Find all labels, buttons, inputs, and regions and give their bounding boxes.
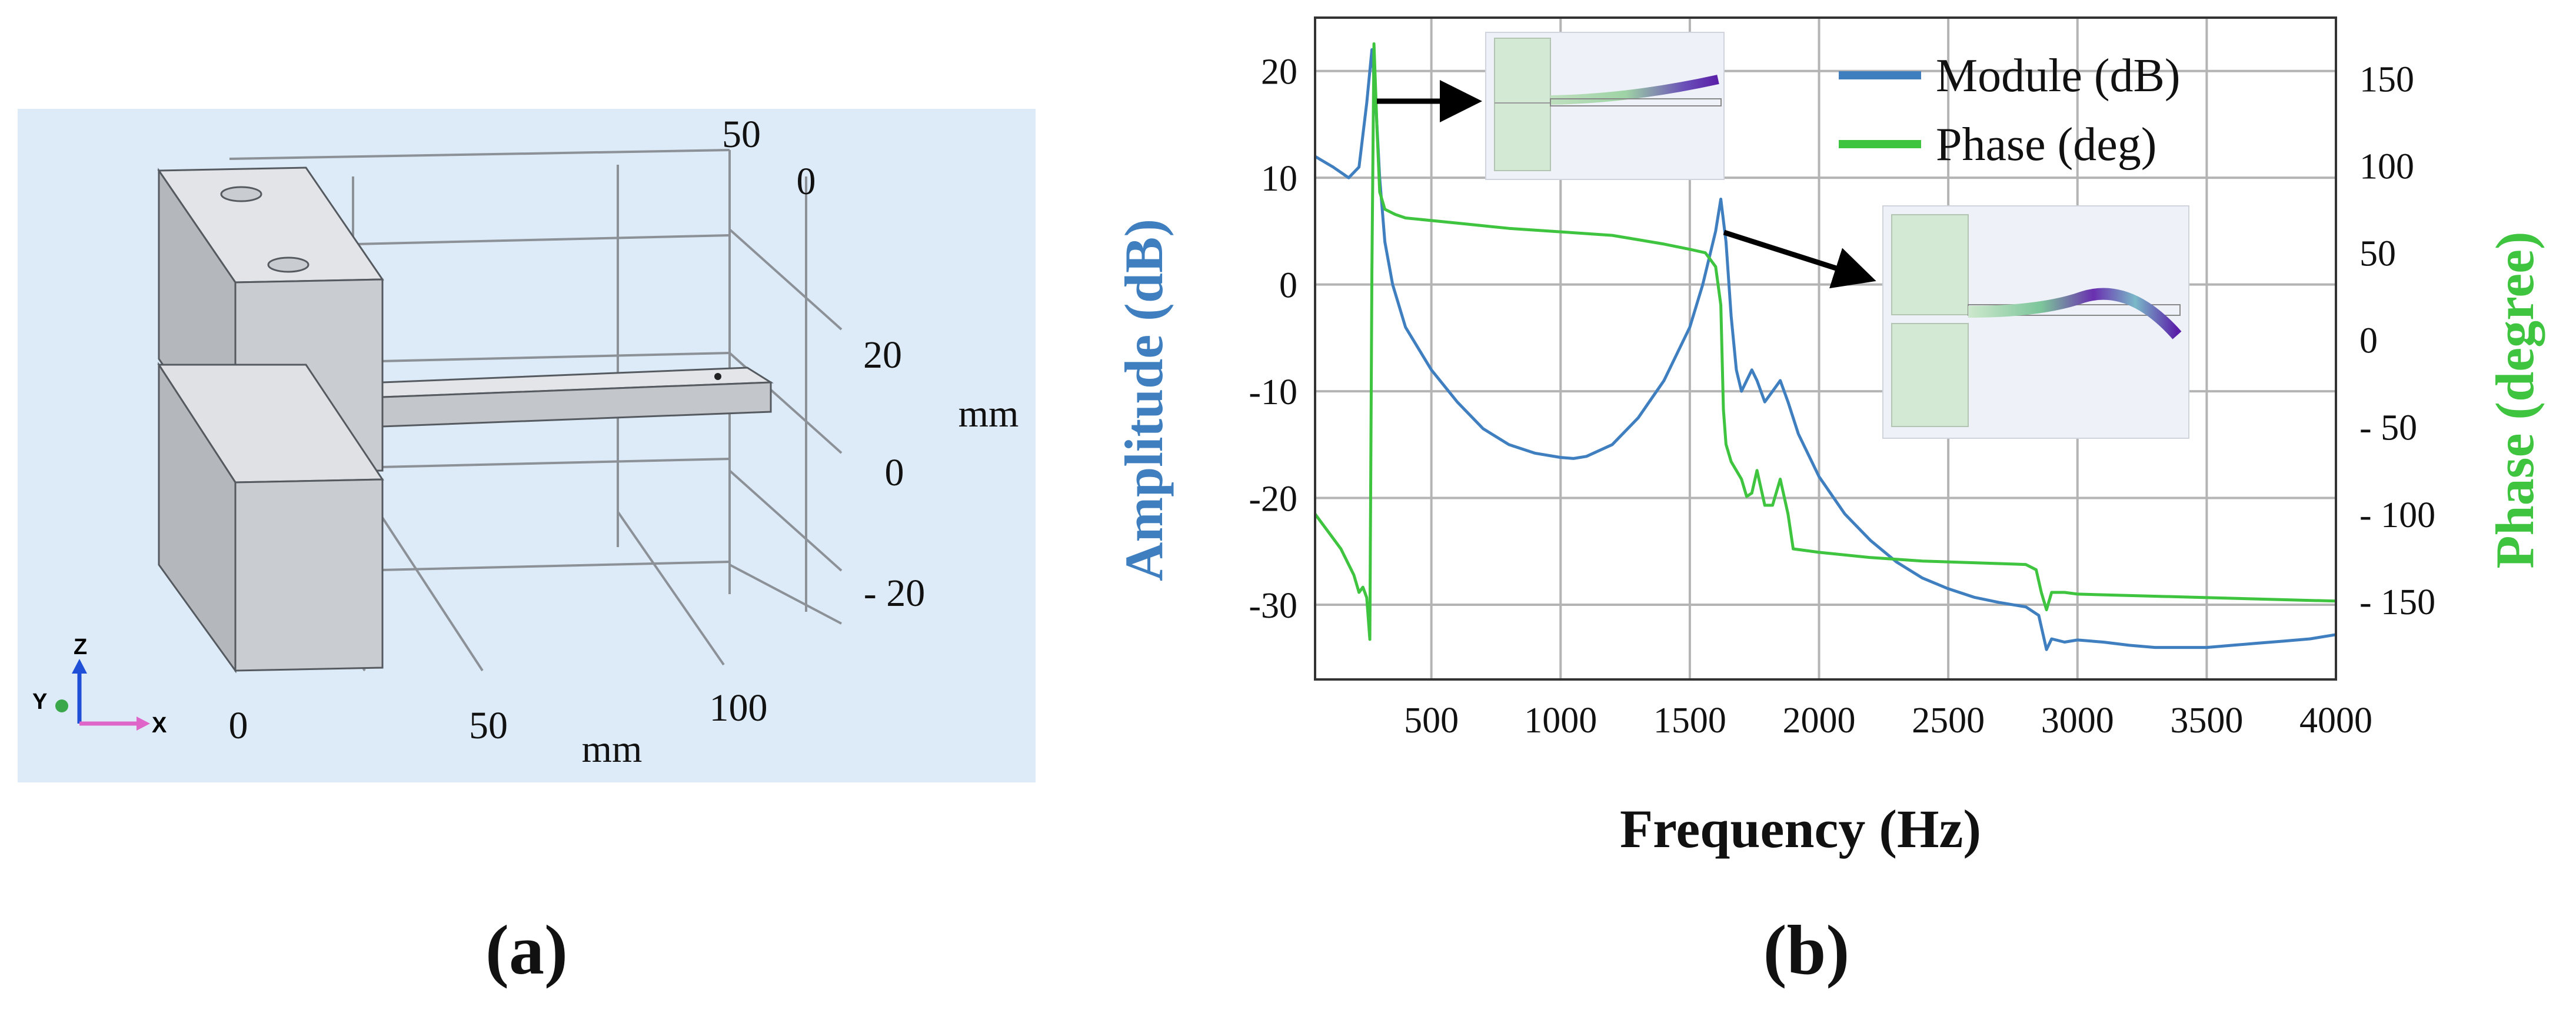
y2-tick-100: 100 [2359,147,2414,187]
x-tick-4000: 4000 [2299,701,2372,741]
legend: Module (dB) Phase (deg) [1839,50,2181,171]
z-unit: mm [958,392,1019,435]
triad-x-label: X [152,713,167,738]
lower-clamp-block [157,361,384,674]
panel-b-label: (b) [1763,911,1850,989]
x-tick-2500: 2500 [1912,701,1985,741]
x-tick-1000: 1000 [1524,701,1597,741]
inset-2-arrow [1723,229,1876,289]
x-tick-50: 50 [469,704,508,747]
z-tick-minus20: - 20 [864,572,925,615]
triad-z-label: Z [74,635,87,659]
series-module-line [1314,48,2337,651]
y-tick-0: 0 [797,160,816,203]
y2-tick-labels: 150 100 50 0 - 50 - 100 - 150 [2359,60,2435,622]
y2-tick--100: - 100 [2359,495,2435,535]
y2-tick--150: - 150 [2359,582,2435,622]
orientation-triad: Z Y X [32,635,167,738]
series-layer [1313,42,2337,651]
y-tick-labels: 20 10 0 -10 -20 -30 [1249,52,1297,626]
panel-a-label: (a) [485,911,568,989]
x-tick-3500: 3500 [2170,701,2243,741]
y-tick-0: 0 [1279,266,1297,306]
cantilever-beam [381,366,774,428]
y-tick--20: -20 [1249,479,1297,519]
legend-label-phase: Phase (deg) [1936,119,2156,171]
z-tick-20: 20 [863,334,902,376]
y2-tick--50: - 50 [2359,408,2417,448]
y-tick-10: 10 [1261,159,1297,199]
x-tick-0: 0 [229,704,248,747]
legend-label-module: Module (dB) [1936,50,2181,102]
x-unit: mm [582,728,643,771]
triad-y-label: Y [32,689,47,714]
x-tick-3000: 3000 [2041,701,2114,741]
panel-a-x-ticks: 0 50 100 mm [229,687,768,771]
y2-tick-50: 50 [2359,234,2396,274]
y-tick--30: -30 [1249,586,1297,626]
z-tick-0: 0 [885,451,904,494]
panel-a-y-ticks: 50 0 [722,113,816,203]
y-axis-label: Amplitude (dB) [1114,219,1174,581]
y2-axis-label: Phase (degree) [2485,231,2545,568]
bolt-hole-2 [267,256,309,273]
panel-a: 0 50 100 mm 50 0 20 0 - 20 mm Z Y X (a) [18,109,1036,989]
inset-mode-2 [1723,205,2189,439]
x-axis-label: Frequency (Hz) [1620,799,1981,859]
panel-b: 500 1000 1500 2000 2500 3000 3500 4000 20100-10… [1114,16,2545,989]
x-tick-500: 500 [1404,701,1459,741]
bolt-hole-1 [220,186,262,202]
y2-tick-150: 150 [2359,60,2414,100]
x-tick-2000: 2000 [1783,701,1856,741]
y-tick-50: 50 [722,113,761,156]
x-tick-100: 100 [710,687,768,729]
x-tick-labels: 500 1000 1500 2000 2500 3000 3500 4000 [1404,701,2372,741]
y-tick-20: 20 [1261,52,1297,92]
y-tick--10: -10 [1249,372,1297,412]
series-phase-line [1313,42,2337,641]
y2-tick-0: 0 [2359,321,2378,361]
x-tick-1500: 1500 [1653,701,1726,741]
panel-a-z-ticks: 20 0 - 20 mm [863,334,1019,615]
inset-mode-1 [1377,32,1725,180]
plot-frame [1314,16,2337,681]
